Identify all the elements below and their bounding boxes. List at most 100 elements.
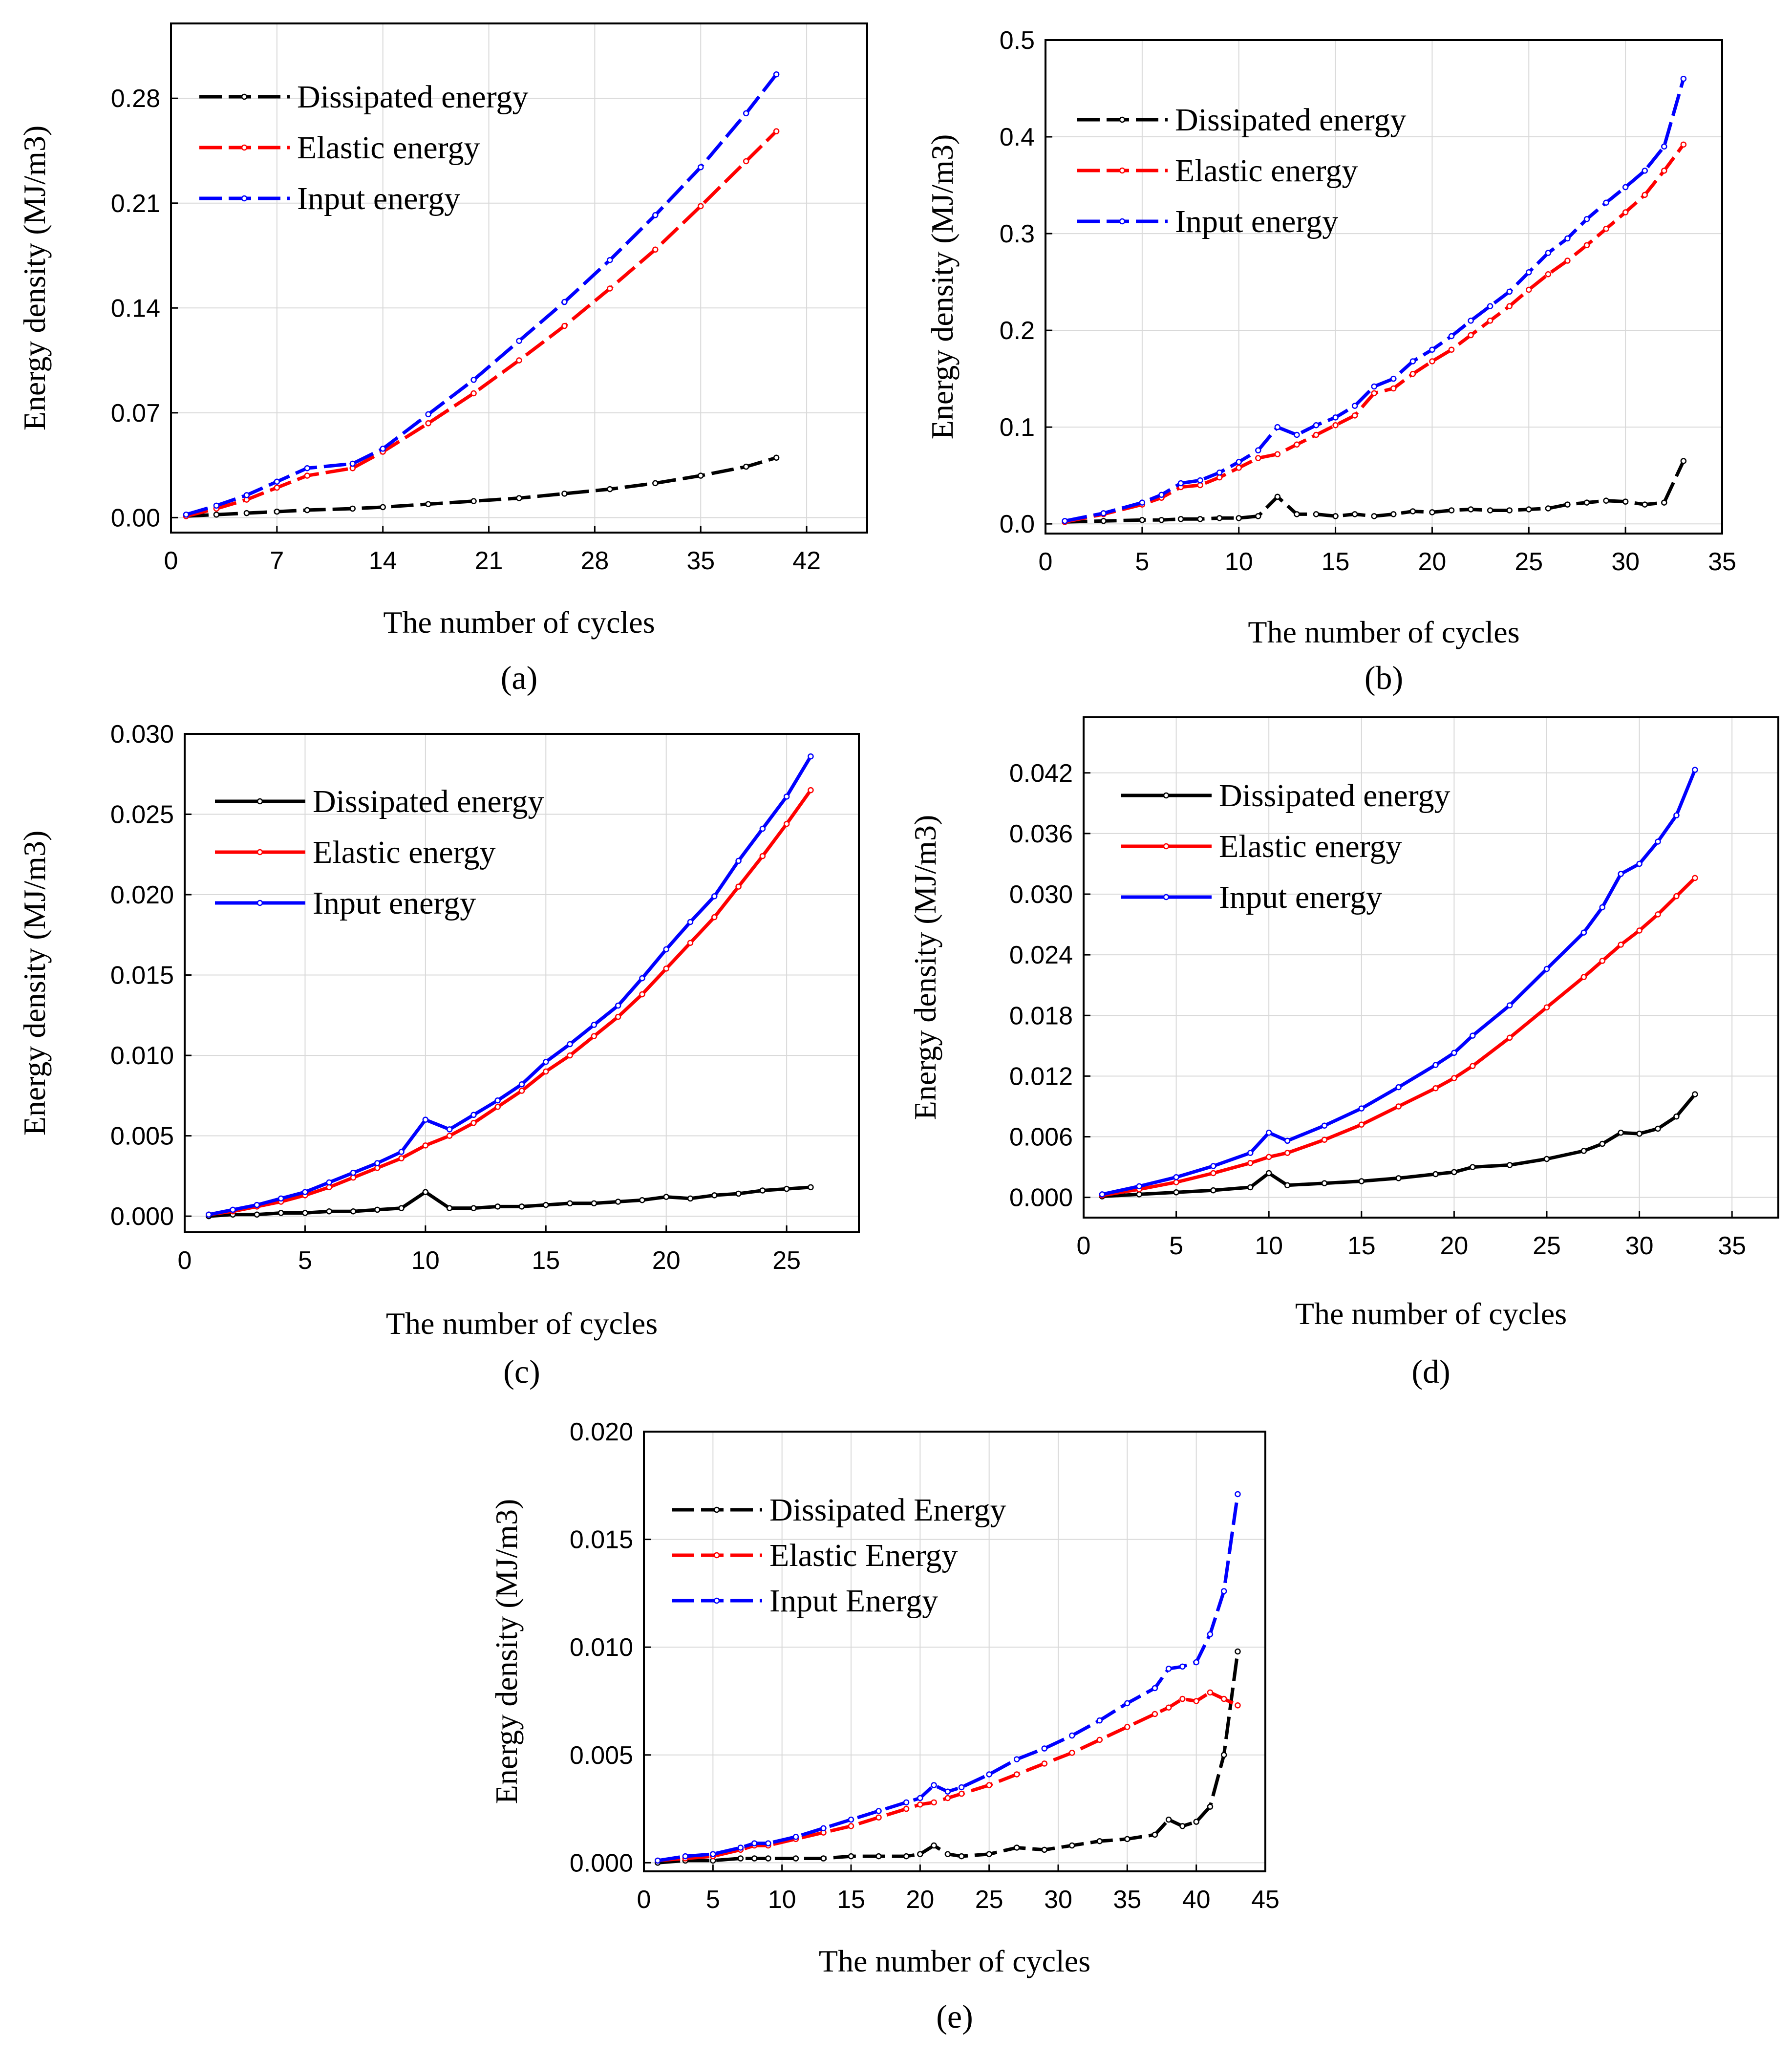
data-point [1526, 506, 1532, 513]
data-point [1179, 1823, 1186, 1829]
data-point [1207, 1689, 1214, 1696]
data-point [697, 164, 704, 171]
data-point [1099, 1191, 1106, 1198]
legend-marker [256, 849, 263, 856]
data-point [1429, 509, 1435, 515]
data-point [1673, 1113, 1680, 1120]
data-point [743, 158, 749, 165]
y-tick-label: 0.042 [1009, 759, 1073, 788]
plot-frame [1083, 716, 1779, 1219]
data-point [1069, 1750, 1075, 1756]
data-point [1409, 370, 1416, 377]
data-point [1636, 860, 1643, 867]
legend-entry: Elastic energy [297, 130, 480, 166]
data-point [607, 486, 613, 493]
data-point [1265, 1154, 1272, 1160]
data-point [425, 411, 431, 418]
y-tick-label: 0.006 [1009, 1123, 1073, 1152]
data-point [1603, 497, 1609, 504]
x-tick-label: 21 [475, 547, 503, 575]
data-point [792, 1855, 799, 1862]
legend-entry: Input energy [297, 181, 460, 216]
x-tick-label: 0 [164, 547, 178, 575]
x-axis-label: The number of cycles [1295, 1296, 1567, 1331]
data-point [1284, 1150, 1291, 1156]
plot-frame [184, 733, 860, 1233]
data-point [374, 1160, 381, 1166]
data-point [494, 1104, 501, 1110]
data-point [1247, 1184, 1254, 1191]
data-point [446, 1205, 453, 1211]
data-point [304, 465, 311, 472]
data-point [1139, 517, 1146, 523]
data-point [1470, 1164, 1476, 1170]
data-point [470, 1120, 477, 1126]
data-point [1642, 168, 1648, 174]
y-tick-label: 0.21 [111, 190, 160, 218]
data-point [1220, 1752, 1227, 1758]
x-tick-label: 30 [1611, 548, 1640, 576]
y-tick-label: 0.00 [111, 504, 160, 532]
data-point [1152, 1831, 1158, 1838]
data-point [1580, 929, 1587, 936]
data-point [1680, 458, 1687, 464]
data-point [1313, 431, 1320, 438]
data-point [494, 1203, 501, 1210]
panel-label: (b) [1365, 659, 1403, 696]
data-point [1207, 1803, 1214, 1810]
series-line-dissipated-energy [658, 1651, 1239, 1865]
data-point [1526, 269, 1532, 276]
data-point [591, 1033, 597, 1039]
data-point [422, 1142, 429, 1149]
data-point [735, 1190, 742, 1197]
data-point [1013, 1771, 1020, 1778]
x-tick-label: 20 [906, 1886, 934, 1914]
data-point [304, 472, 311, 479]
x-tick-label: 5 [1169, 1232, 1183, 1260]
data-point [639, 975, 645, 982]
data-point [875, 1808, 882, 1814]
data-point [1636, 927, 1643, 934]
y-tick-label: 0.020 [570, 1418, 633, 1446]
data-point [820, 1855, 827, 1862]
data-point [663, 946, 669, 953]
data-point [277, 1210, 284, 1216]
data-point [446, 1126, 453, 1133]
data-point [1255, 455, 1261, 461]
data-point [687, 940, 694, 946]
data-point [1564, 257, 1571, 264]
legend-marker [241, 195, 248, 202]
series-line-input-energy [657, 1494, 1239, 1863]
data-point [783, 793, 790, 800]
x-tick-label: 25 [975, 1886, 1003, 1914]
data-point [875, 1814, 882, 1821]
data-point [1564, 501, 1571, 508]
legend-entry: Elastic energy [313, 835, 495, 870]
data-point [1506, 1034, 1513, 1041]
data-point [518, 1081, 525, 1088]
legend-marker [1119, 116, 1126, 123]
data-point [711, 914, 718, 921]
data-point [652, 212, 659, 218]
y-tick-label: 0.015 [570, 1526, 633, 1554]
data-point [1284, 1137, 1291, 1144]
data-point [274, 508, 280, 515]
plot-frame [1045, 39, 1723, 535]
data-point [1124, 1836, 1131, 1843]
data-point [1451, 1050, 1457, 1056]
series-line-input-energy [1064, 78, 1685, 523]
data-point [1487, 303, 1493, 309]
data-point [1603, 225, 1609, 232]
data-point [1451, 1169, 1457, 1176]
data-point [1096, 1838, 1103, 1844]
data-point [1152, 1685, 1158, 1692]
data-point [1247, 1160, 1254, 1166]
x-tick-label: 0 [1039, 548, 1053, 576]
data-point [711, 893, 718, 900]
data-point [374, 1206, 381, 1213]
data-point [1332, 422, 1339, 429]
data-point [931, 1799, 937, 1806]
data-point [1692, 767, 1698, 773]
x-tick-label: 5 [706, 1886, 720, 1914]
